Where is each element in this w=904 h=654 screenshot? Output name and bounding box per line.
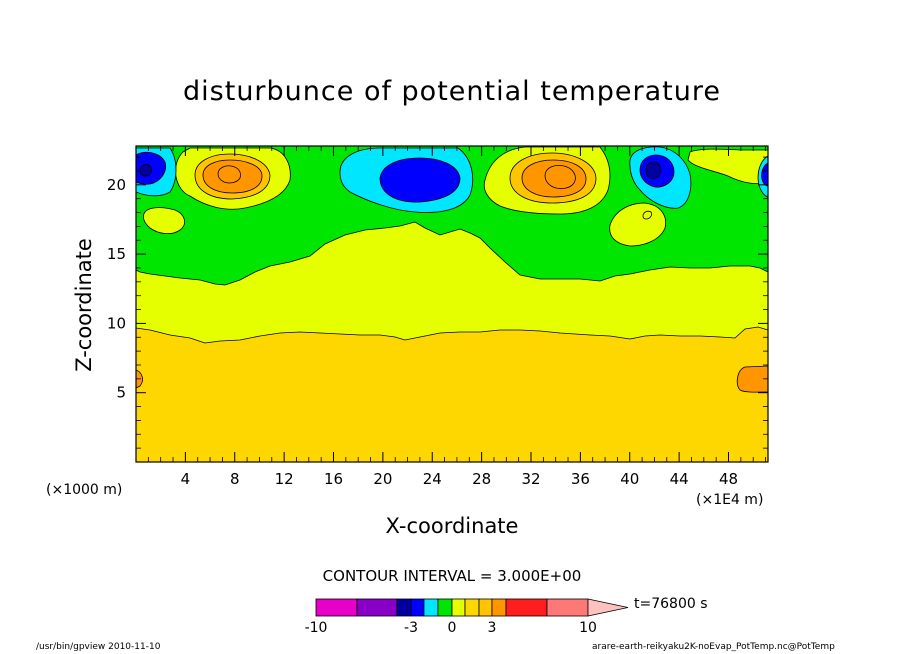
x-tick-label: 44 bbox=[670, 470, 689, 488]
colorbar-bin bbox=[478, 598, 493, 617]
time-label: t=76800 s bbox=[634, 596, 708, 612]
region-warm-blob-2 bbox=[143, 207, 185, 234]
region-small-contour bbox=[642, 210, 653, 220]
x-tick-label: 12 bbox=[275, 470, 294, 488]
region-cold-core-2 bbox=[139, 164, 153, 177]
region-warm-lower-right bbox=[736, 365, 768, 393]
region-lower-layer bbox=[136, 326, 768, 462]
region-cold-blue-1 bbox=[379, 157, 461, 203]
x-tick-label: 32 bbox=[521, 470, 540, 488]
colorbar-bin bbox=[464, 598, 480, 617]
x-tick-label: 40 bbox=[620, 470, 639, 488]
x-tick-label: 20 bbox=[373, 470, 392, 488]
y-axis-ticks: 5 10 15 20 bbox=[107, 156, 768, 449]
y-tick-label: 10 bbox=[107, 314, 126, 332]
x-axis-unit-right: (×1E4 m) bbox=[696, 492, 764, 508]
colorbar-label: 3 bbox=[488, 620, 497, 636]
x-tick-label: 48 bbox=[719, 470, 738, 488]
colorbar-overflow-arrow bbox=[587, 598, 629, 617]
plot-frame bbox=[135, 145, 769, 463]
x-tick-label: 28 bbox=[472, 470, 491, 488]
colorbar-label: 0 bbox=[448, 620, 457, 636]
y-tick-label: 15 bbox=[107, 245, 126, 263]
chart-title: disturbunce of potential temperature bbox=[183, 76, 721, 107]
region-warm-core-1 bbox=[217, 165, 241, 184]
x-axis-unit-left: (×1000 m) bbox=[46, 482, 123, 498]
colorbar-bin bbox=[437, 598, 453, 617]
colorbar-bin bbox=[356, 598, 398, 617]
colorbar-bin bbox=[396, 598, 412, 617]
colorbar-bin bbox=[423, 598, 439, 617]
colorbar-label: -10 bbox=[305, 620, 328, 636]
x-tick-label: 24 bbox=[423, 470, 442, 488]
x-tick-label: 36 bbox=[571, 470, 590, 488]
region-warm-blob-5 bbox=[687, 148, 768, 184]
region-warm-core-2 bbox=[544, 165, 576, 190]
x-axis-label: X-coordinate bbox=[385, 514, 519, 538]
x-tick-label: 8 bbox=[230, 470, 240, 488]
colorbar-label: -3 bbox=[404, 620, 418, 636]
colorbar-bin bbox=[315, 598, 358, 617]
colorbar-bin bbox=[546, 598, 589, 617]
x-axis-ticks: 4 8 12 16 20 24 28 32 36 40 44 48 bbox=[147, 146, 766, 488]
colorbar-bin bbox=[410, 598, 425, 617]
colorbar-bin bbox=[451, 598, 466, 617]
footer-source-file: arare-earth-reikyaku2K-noEvap_PotTemp.nc… bbox=[592, 642, 835, 652]
x-tick-label: 4 bbox=[181, 470, 191, 488]
region-cold-core-1 bbox=[645, 161, 662, 180]
colorbar-bin bbox=[505, 598, 548, 617]
y-tick-label: 20 bbox=[107, 176, 126, 194]
x-tick-label: 16 bbox=[324, 470, 343, 488]
colorbar: -10 -3 0 3 10 bbox=[305, 598, 629, 636]
colorbar-label: 10 bbox=[579, 620, 597, 636]
footer-program-date: /usr/bin/gpview 2010-11-10 bbox=[36, 642, 161, 652]
colorbar-bin bbox=[491, 598, 507, 617]
y-tick-label: 5 bbox=[116, 384, 126, 402]
contour-interval-label: CONTOUR INTERVAL = 3.000E+00 bbox=[322, 567, 582, 585]
